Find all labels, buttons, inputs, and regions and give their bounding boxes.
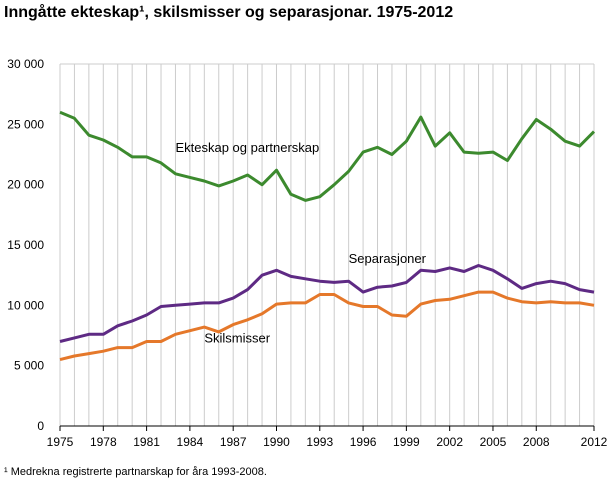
- y-tick-label: 30 000: [7, 57, 44, 71]
- y-tick-label: 0: [37, 419, 44, 433]
- series-label-2: Separasjoner: [349, 251, 427, 266]
- x-tick-label: 1975: [47, 435, 74, 449]
- x-tick-label: 2008: [523, 435, 550, 449]
- x-tick-label: 1987: [220, 435, 247, 449]
- x-tick-label: 1990: [263, 435, 290, 449]
- series-label-1: Ekteskap og partnerskap: [175, 140, 319, 155]
- series-label-3: Skilsmisser: [204, 331, 270, 346]
- y-tick-label: 25 000: [7, 117, 44, 131]
- x-tick-label: 1996: [350, 435, 377, 449]
- x-tick-label: 2012: [581, 435, 608, 449]
- series-labels: Ekteskap og partnerskap Separasjoner Skils…: [175, 140, 426, 346]
- grid: [59, 63, 595, 426]
- x-tick-label: 1984: [177, 435, 204, 449]
- series: [59, 110, 596, 362]
- x-tick-label: 1978: [90, 435, 117, 449]
- axes: 1975 1978 1981 1984 1987 1990 1993 1996 1999 2002…: [7, 57, 607, 449]
- x-tick-label: 1993: [306, 435, 333, 449]
- x-tick-label: 1999: [393, 435, 420, 449]
- series-line-1: [59, 110, 596, 202]
- x-tick-label: 2005: [480, 435, 507, 449]
- y-tick-label: 20 000: [7, 178, 44, 192]
- series-line-3: [59, 290, 595, 362]
- chart-title: Inngåtte ekteskap¹, skilsmisser og separ…: [4, 4, 454, 21]
- x-tick-label: 2002: [436, 435, 463, 449]
- y-tick-label: 15 000: [7, 238, 44, 252]
- series-line-2: [59, 264, 595, 343]
- x-tick-label: 1981: [133, 435, 160, 449]
- y-tick-label: 10 000: [7, 298, 44, 312]
- y-tick-label: 5 000: [14, 359, 44, 373]
- footnote: ¹ Medrekna registrerte partnarskap for å…: [4, 466, 267, 478]
